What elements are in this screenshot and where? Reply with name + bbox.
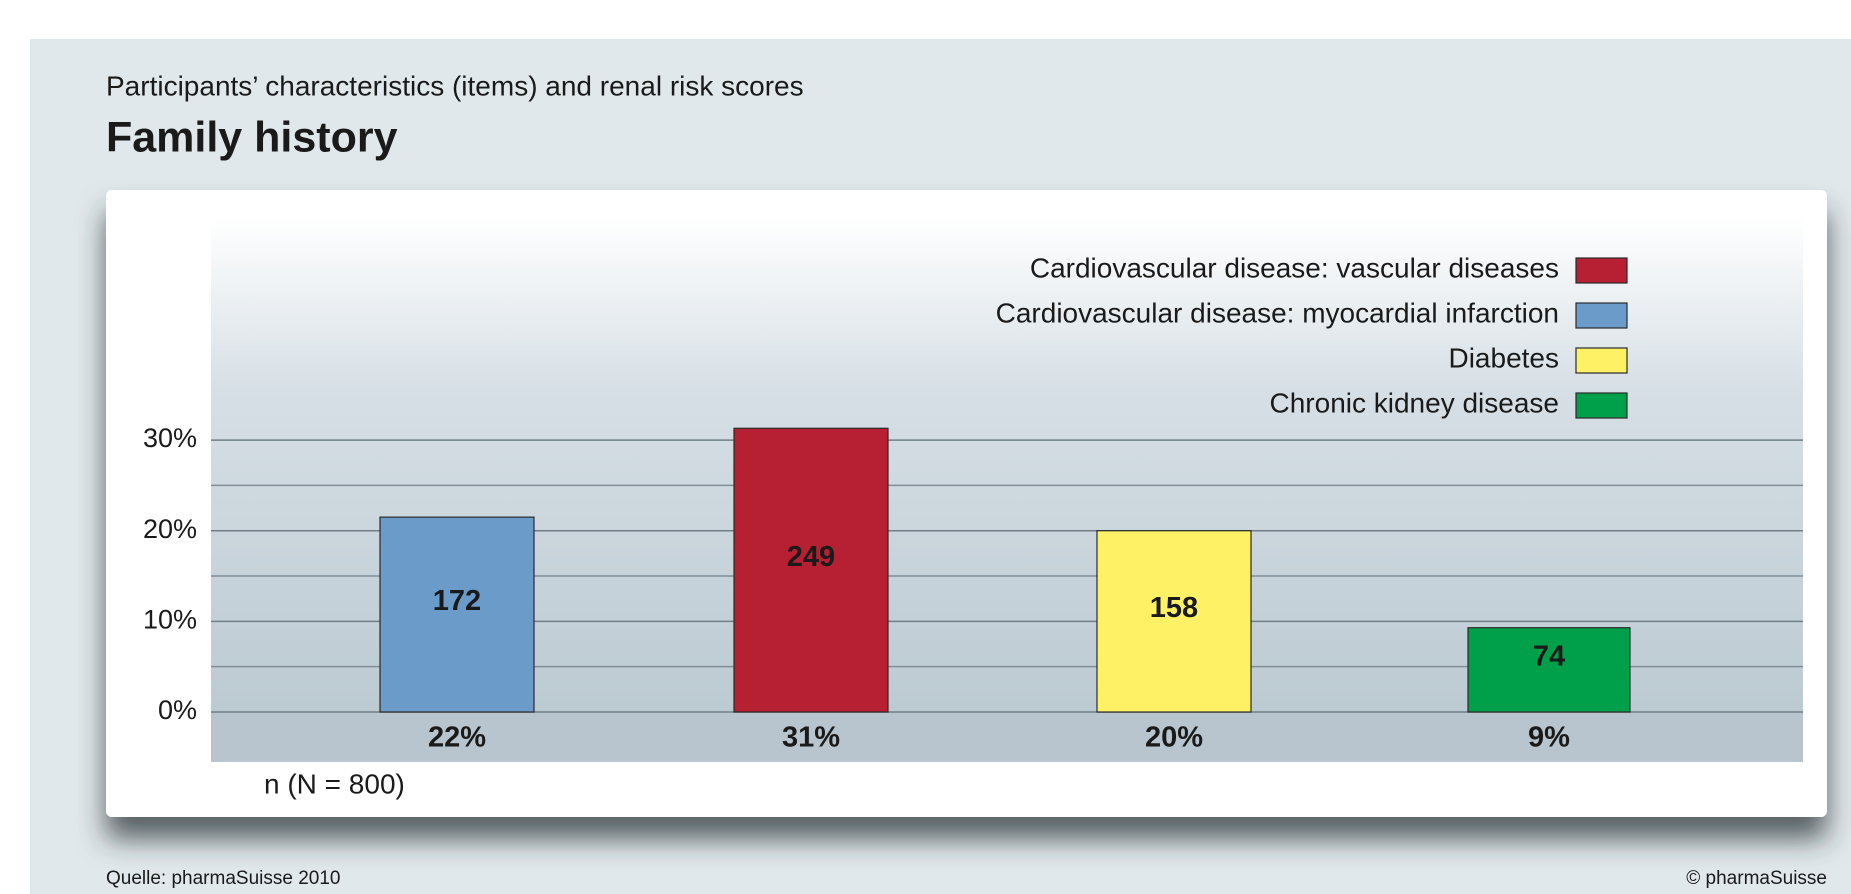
legend-label: Cardiovascular disease: myocardial infar… — [996, 297, 1559, 328]
y-tick-label: 30% — [143, 423, 197, 453]
bar — [1096, 530, 1252, 713]
y-tick-label: 0% — [158, 695, 197, 725]
bar-count-label: 172 — [433, 585, 481, 617]
legend-swatch — [1575, 302, 1628, 329]
y-tick-label: 20% — [143, 514, 197, 544]
bar — [379, 516, 535, 713]
chart-layer: 0% 10% 20% 30% 172 22% 249 31% 158 20% 74 9% Cardiov… — [143, 252, 1803, 754]
bar-value-label: 20% — [1145, 722, 1203, 754]
bar-count-label: 74 — [1533, 641, 1565, 673]
bar-count-label: 249 — [787, 541, 835, 573]
label-band — [211, 712, 1803, 762]
legend-label: Chronic kidney disease — [1270, 387, 1560, 418]
legend-label: Diabetes — [1448, 342, 1559, 373]
legend-swatch — [1575, 347, 1628, 374]
bar — [733, 427, 889, 713]
bar — [1467, 627, 1631, 713]
bar-value-label: 9% — [1528, 722, 1570, 754]
legend-swatch — [1575, 257, 1628, 284]
chart-subtitle: Participants’ characteristics (items) an… — [106, 70, 804, 101]
x-note: n (N = 800) — [264, 768, 405, 799]
y-tick-label: 10% — [143, 604, 197, 634]
chart-title: Family history — [106, 113, 398, 161]
legend-swatch — [1575, 392, 1628, 419]
bar-value-label: 31% — [782, 722, 840, 754]
source: Quelle: pharmaSuisse 2010 — [106, 868, 340, 889]
legend-label: Cardiovascular disease: vascular disease… — [1030, 252, 1559, 283]
bar-count-label: 158 — [1150, 592, 1198, 624]
bar-value-label: 22% — [428, 722, 486, 754]
copyright: © pharmaSuisse — [1686, 868, 1827, 889]
